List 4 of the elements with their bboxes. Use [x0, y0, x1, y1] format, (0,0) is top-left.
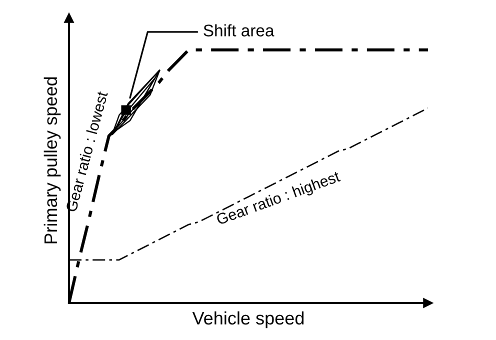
- x-axis-title: Vehicle speed: [192, 311, 304, 328]
- text: Gear ratio : highest: [216, 170, 342, 228]
- text: Shift area: [204, 24, 274, 36]
- y-axis-title: Primary pulley speed: [44, 77, 61, 244]
